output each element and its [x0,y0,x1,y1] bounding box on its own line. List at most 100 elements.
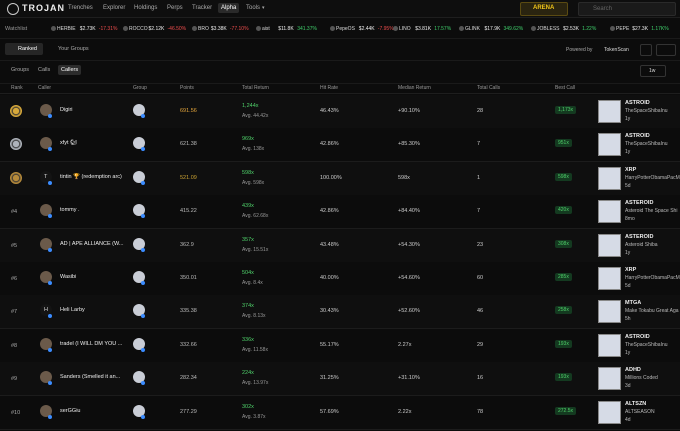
avatar: T [40,170,52,183]
token-age: 3d [625,383,631,390]
search-box[interactable]: Search [578,2,676,16]
nav-item[interactable]: Tracker [192,5,213,11]
token-name: HarryPotterObamaPacMan [625,275,680,281]
column-header: Group [133,85,147,91]
token-image [598,333,621,357]
best-call: 308x [555,239,572,248]
watchlist-symbol[interactable]: PEPE [616,26,630,32]
total-calls: 78 [477,408,484,415]
watchlist-change: -7.95% [377,26,394,32]
total-return: 302x [242,403,254,410]
table-row[interactable]: #6 Wasibi 350.01 504x Avg. 8.4x 40.00% +54.60%… [0,262,680,296]
total-calls: 1 [477,174,481,181]
points: 521.09 [180,174,197,181]
token-name: TheSpaceShibaInu [625,341,668,348]
watchlist-symbol[interactable]: ROCCO [129,26,148,32]
points: 415.22 [180,208,197,215]
nav-item[interactable]: Tools [246,5,261,11]
column-header: Total Return [242,85,269,91]
avatar-letter: H [44,307,48,314]
table-row[interactable]: #10 serGGiu 277.29 302x Avg. 3.87x 57.69% 2.22… [0,395,680,430]
avg-return: Avg. 44.42x [242,113,269,119]
watchlist-price: $11.8K [278,26,294,32]
badge-dot [48,281,52,285]
token-image [598,400,621,424]
nav-item[interactable]: Trenches [68,5,93,11]
token-image [598,200,621,224]
watchlist-change: -77.10% [229,26,249,32]
avg-return: Avg. 11.58x [242,346,268,353]
nav-item[interactable]: Perps [167,5,183,11]
table-row[interactable]: #7 H Heli Larby 335.38 374x Avg. 8.13x 30.43% +… [0,295,680,330]
tab-ranked[interactable]: Ranked [5,43,43,55]
subtab[interactable]: Groups [11,67,30,73]
watchlist-icon [51,26,56,31]
icon-button[interactable] [640,44,652,56]
median-return: +85.30% [398,141,420,148]
best-call: 951x [555,139,572,148]
group-avatar [133,304,145,317]
total-calls: 16 [477,375,484,382]
rank: #10 [11,409,21,416]
watchlist-symbol[interactable]: BRO [198,26,209,32]
caller-name: tommy . [60,207,80,214]
table-row[interactable]: #5 AD | APE ALLIANCE (W... 362.9 357x Avg. 1… [0,228,680,263]
avg-return: Avg. 8.13x [242,313,266,320]
nav-item[interactable]: Explorer [103,5,126,11]
caller-name: tradel (I WILL DM YOU ... [60,340,123,347]
watchlist-symbol[interactable]: JOBLESS [537,26,560,32]
token-name: ALTSEASON [625,408,655,415]
table-row[interactable]: #9 Sanders (Smelled it an... 282.34 224x Avg… [0,362,680,397]
tab-label[interactable]: Your Groups [58,46,89,52]
watchlist-symbol[interactable]: HERBIE [57,26,76,32]
total-calls: 7 [477,208,481,215]
badge-dot [48,214,52,219]
total-return: 1,244x [242,103,259,109]
arena-button[interactable]: ARENA [520,2,568,16]
avatar [40,104,52,116]
hit-rate: 42.86% [320,141,339,148]
token-image [598,233,621,257]
watchlist-symbol[interactable]: LINO [399,26,411,32]
table-row[interactable]: Digiri 691.56 1,244x Avg. 44.42x 46.43% +90.1… [0,95,680,129]
token-image [598,100,621,123]
table-row[interactable]: xfyt 🐿 621.38 969x Avg. 138x 42.86% +85.30% 7 9… [0,128,680,163]
subtab[interactable]: Calls [38,67,51,73]
period-select[interactable]: 1w [640,65,666,77]
token-symbol: ASTROID [625,333,650,340]
subtab[interactable]: Callers [58,65,82,75]
nav-item[interactable]: Alpha [218,3,240,13]
table-row[interactable]: #4 tommy . 415.22 439x Avg. 62.68x 42.86% +84.… [0,195,680,230]
medal-icon [10,105,22,117]
icon-button[interactable] [656,44,676,56]
token-symbol: ASTROID [625,100,650,106]
token-symbol: ASTEROID [625,200,654,207]
column-header: Rank [11,85,23,91]
best-call: 1,173x [555,106,577,114]
avatar [40,137,52,150]
watchlist-symbol[interactable]: GLINK [465,26,481,32]
caller-name: serGGiu [60,407,81,414]
tab-label: Ranked [18,46,37,52]
total-calls: 7 [477,141,481,148]
points: 335.38 [180,308,197,315]
nav-item[interactable]: Holdings [134,5,158,11]
watchlist-price: $2.44K [358,26,375,32]
table-row[interactable]: #8 tradel (I WILL DM YOU ... 332.66 336x Avg… [0,328,680,363]
powered-by: Powered by [566,47,593,53]
group-dot [141,381,145,386]
total-calls: 46 [477,308,484,315]
search-placeholder: Search [593,6,613,12]
watchlist-symbol[interactable]: PepeOS [336,26,355,32]
group-dot [141,314,145,319]
token-age: 4d [625,416,631,423]
avg-return: Avg. 13.97x [242,380,269,387]
group-avatar [133,237,145,250]
badge-dot [48,414,52,419]
watchlist-price: $27.3K [632,26,649,32]
column-header: Best Call [555,85,576,91]
watchlist-symbol[interactable]: aist [262,26,270,32]
group-dot [141,214,145,219]
dropdown-caret: ▾ [262,5,265,11]
